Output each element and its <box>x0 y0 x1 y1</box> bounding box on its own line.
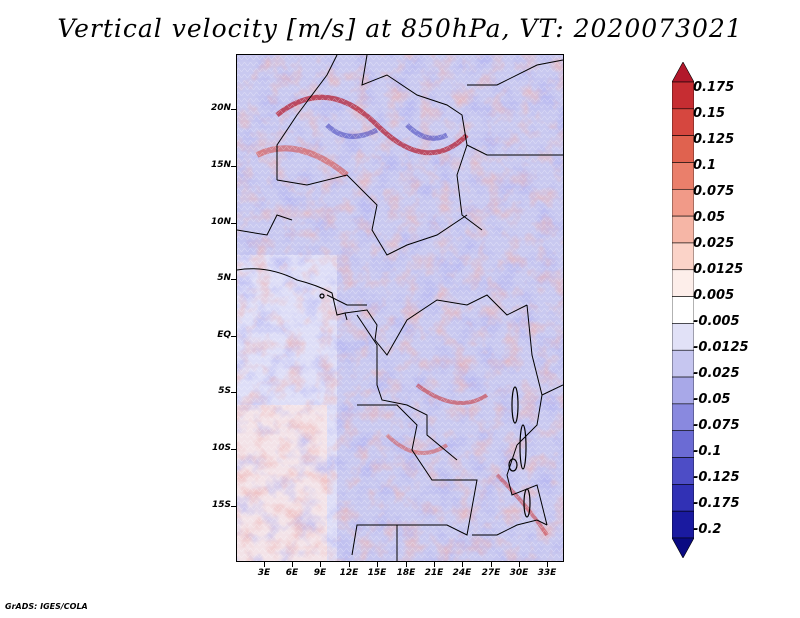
longitude-label: 9E <box>313 568 327 578</box>
colorbar-label: -0.075 <box>693 418 740 433</box>
colorbar-label: 0.15 <box>693 106 726 121</box>
colorbar <box>672 62 694 558</box>
colorbar-label: 0.175 <box>693 80 735 95</box>
tick <box>264 562 265 567</box>
colorbar-label: -0.0125 <box>693 340 749 355</box>
tick <box>292 562 293 567</box>
colorbar-label: -0.175 <box>693 496 740 511</box>
longitude-label: 18E <box>396 568 416 578</box>
latitude-label: 5N <box>217 273 231 283</box>
colorbar-segment <box>672 62 694 83</box>
tick <box>320 562 321 567</box>
tick <box>231 109 236 110</box>
longitude-label: 6E <box>285 568 299 578</box>
tick <box>349 562 350 567</box>
colorbar-label: 0.005 <box>693 288 735 303</box>
latitude-label: 10N <box>210 217 231 227</box>
colorbar-segment <box>672 162 694 190</box>
tick <box>519 562 520 567</box>
colorbar-label: -0.2 <box>693 522 722 537</box>
longitude-label: 15E <box>367 568 387 578</box>
longitude-label: 3E <box>257 568 271 578</box>
latitude-label: 5S <box>218 386 231 396</box>
tick <box>231 166 236 167</box>
map-panel <box>236 54 564 562</box>
colorbar-segment <box>672 349 694 378</box>
latitude-label: 20N <box>210 103 231 113</box>
colorbar-segment <box>672 537 694 558</box>
colorbar-label: -0.005 <box>693 314 740 329</box>
colorbar-label: 0.125 <box>693 132 735 147</box>
colorbar-label: 0.1 <box>693 158 717 173</box>
colorbar-label: -0.1 <box>693 444 722 459</box>
colorbar-segment <box>672 484 694 512</box>
latitude-label: 15N <box>210 160 231 170</box>
latitude-label: 10S <box>211 443 231 453</box>
colorbar-segment <box>672 242 694 271</box>
colorbar-label: 0.0125 <box>693 262 744 277</box>
longitude-label: 27E <box>481 568 501 578</box>
colorbar-label: -0.125 <box>693 470 740 485</box>
latitude-label: EQ <box>217 330 231 340</box>
longitude-label: 12E <box>339 568 359 578</box>
tick <box>231 223 236 224</box>
tick <box>434 562 435 567</box>
colorbar-segment <box>672 376 694 405</box>
footer-credit: GrADS: IGES/COLA <box>5 602 88 611</box>
colorbar-segment <box>672 135 694 163</box>
colorbar-segment <box>672 403 694 432</box>
tick <box>231 279 236 280</box>
colorbar-label: 0.05 <box>693 210 726 225</box>
tick <box>462 562 463 567</box>
tick <box>377 562 378 567</box>
colorbar-segment <box>672 457 694 485</box>
tick <box>406 562 407 567</box>
tick <box>231 336 236 337</box>
country-borders <box>237 55 563 561</box>
colorbar-label: 0.075 <box>693 184 735 199</box>
chart-title: Vertical velocity [m/s] at 850hPa, VT: 2… <box>57 14 743 43</box>
colorbar-segment <box>672 108 694 136</box>
colorbar-segment <box>672 188 694 217</box>
tick <box>231 449 236 450</box>
colorbar-segment <box>672 296 694 324</box>
longitude-label: 30E <box>509 568 529 578</box>
tick <box>231 392 236 393</box>
tick <box>491 562 492 567</box>
lakes <box>319 293 531 518</box>
colorbar-segment <box>672 269 694 297</box>
colorbar-segment <box>672 430 694 458</box>
colorbar-segment <box>672 215 694 244</box>
tick <box>231 506 236 507</box>
colorbar-segment <box>672 81 694 110</box>
colorbar-label: -0.05 <box>693 392 731 407</box>
colorbar-segment <box>672 510 694 539</box>
tick <box>547 562 548 567</box>
longitude-label: 33E <box>537 568 557 578</box>
longitude-label: 24E <box>452 568 472 578</box>
longitude-label: 21E <box>424 568 444 578</box>
colorbar-label: 0.025 <box>693 236 735 251</box>
vertical-velocity-field <box>237 55 563 561</box>
colorbar-label: -0.025 <box>693 366 740 381</box>
latitude-label: 15S <box>211 500 231 510</box>
colorbar-segment <box>672 323 694 351</box>
